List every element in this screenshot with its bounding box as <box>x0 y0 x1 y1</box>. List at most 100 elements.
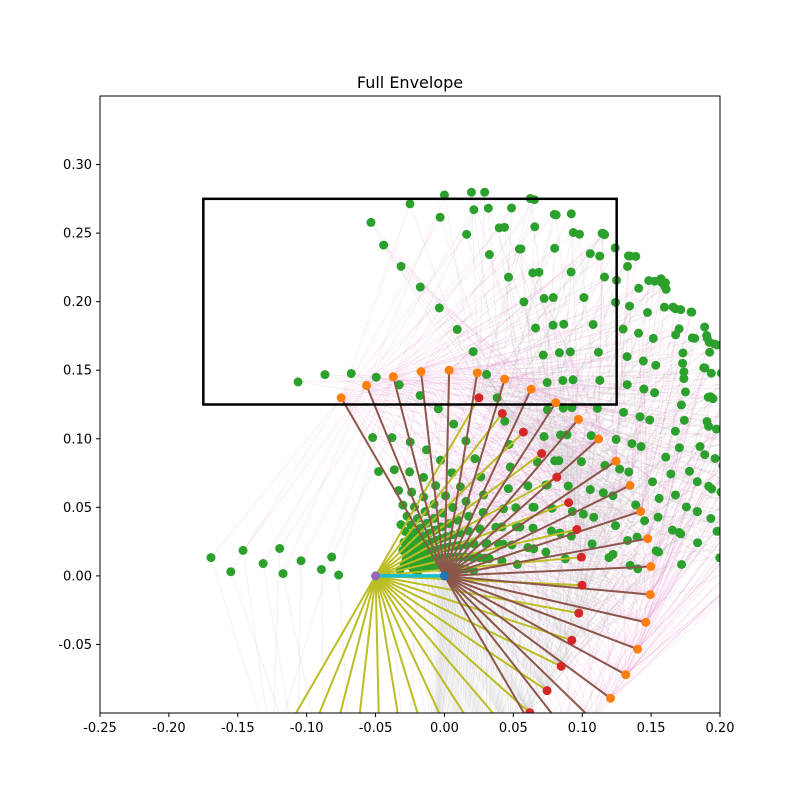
right-elbow-point <box>643 534 653 544</box>
fan-line-left <box>545 484 548 691</box>
fan-line-right <box>504 351 710 380</box>
envelope-point <box>656 277 666 287</box>
fan-line-left <box>372 437 569 504</box>
fan-line-left <box>546 516 659 691</box>
fan-line-left <box>501 413 657 552</box>
fan-line-right <box>504 378 701 448</box>
y-tick-label: 0.10 <box>63 432 92 447</box>
fan-line-right <box>477 352 683 374</box>
fan-line-right <box>477 288 667 374</box>
fan-line-right <box>210 397 342 558</box>
fan-line-left <box>542 354 582 558</box>
fan-line-left <box>560 511 698 667</box>
envelope-point <box>644 276 654 286</box>
fan-line-left <box>438 567 449 713</box>
fan-line-right <box>647 343 715 539</box>
fan-line-right <box>496 397 649 540</box>
fan-line-left <box>552 325 578 530</box>
right-elbow-point <box>611 456 621 466</box>
right-elbow-point <box>645 590 655 600</box>
fan-line-left <box>468 558 490 713</box>
envelope-point <box>470 454 480 464</box>
envelope-point <box>316 564 326 574</box>
envelope-point <box>562 430 572 440</box>
right-elbow-point <box>472 368 482 378</box>
right-elbow-point <box>573 414 583 424</box>
fan-line-left <box>443 194 480 398</box>
fan-line-right <box>637 564 720 650</box>
right-base-point <box>439 571 449 581</box>
envelope-point <box>704 421 714 431</box>
fan-line-left <box>508 277 558 478</box>
elbow-points <box>336 365 656 713</box>
fan-line-right <box>262 385 367 564</box>
right-link <box>443 402 557 577</box>
left-link <box>374 412 504 577</box>
fan-line-left <box>502 337 695 414</box>
fan-line-right <box>370 222 506 380</box>
fan-line-left <box>451 472 573 641</box>
fan-line-left <box>529 514 584 713</box>
fan-line-right <box>366 227 500 386</box>
envelope-point <box>366 217 376 227</box>
envelope-point <box>548 293 558 303</box>
fan-line-right <box>400 265 557 404</box>
fan-line-right <box>400 418 579 526</box>
fan-line-right <box>637 540 720 650</box>
left-link <box>374 397 480 577</box>
fan-line-left <box>430 559 456 713</box>
arm-links <box>294 370 651 713</box>
fan-line-left <box>580 356 628 558</box>
envelope-point <box>674 443 684 453</box>
fan-line-left <box>425 552 477 713</box>
envelope-point <box>327 552 337 562</box>
envelope-point <box>695 442 705 452</box>
fan-line-right <box>459 532 646 623</box>
fan-line-right <box>340 397 503 528</box>
fan-line-left <box>546 409 580 614</box>
right-elbow-point <box>526 384 536 394</box>
fan-line-left <box>443 557 459 713</box>
fan-line-left <box>419 286 543 454</box>
envelope-point <box>651 360 661 370</box>
right-link <box>444 574 638 651</box>
fan-line-right <box>340 397 529 487</box>
fan-line-right <box>452 507 652 568</box>
left-link <box>374 575 441 713</box>
fan-line-left <box>459 486 562 667</box>
right-link <box>365 385 446 577</box>
envelope-point <box>627 439 637 449</box>
fan-line-right <box>638 333 649 539</box>
envelope-point <box>368 433 378 443</box>
fan-line-left <box>546 532 680 691</box>
envelope-point <box>639 384 649 394</box>
plot-frame <box>99 95 721 714</box>
envelope-point <box>716 368 720 378</box>
x-tick-label: -0.25 <box>83 721 117 736</box>
fan-line-left <box>535 327 578 530</box>
fan-line-left <box>581 433 720 558</box>
envelope-point <box>595 375 605 385</box>
envelope-point <box>631 500 641 510</box>
fan-line-right <box>578 418 720 479</box>
fan-line-right <box>530 388 698 512</box>
fan-line-right <box>594 529 673 713</box>
fan-line-right <box>640 312 693 512</box>
envelope-point <box>434 303 444 313</box>
fan-line-left <box>478 397 672 475</box>
fan-line-left <box>576 372 712 530</box>
fan-line-right <box>610 594 720 699</box>
envelope-point <box>677 559 687 569</box>
right-link <box>444 574 647 624</box>
fan-line-right <box>392 191 486 377</box>
left-link <box>375 574 573 642</box>
fan-line-right <box>629 282 662 486</box>
envelope-point <box>469 205 479 215</box>
fan-line-left <box>515 536 572 713</box>
fan-line-right <box>533 507 611 699</box>
fan-line-left <box>473 209 503 414</box>
right-link <box>443 378 506 577</box>
fan-line-right <box>504 378 659 518</box>
fan-line-right <box>508 488 638 650</box>
fan-line-right <box>366 297 554 386</box>
